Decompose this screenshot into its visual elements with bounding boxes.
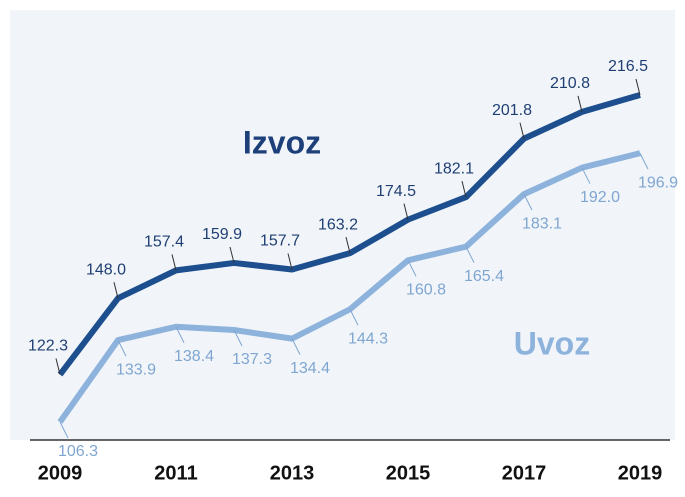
value-label: 165.4 [464, 268, 504, 285]
leader-line [117, 339, 127, 357]
leader-line [581, 167, 591, 184]
value-label: 157.4 [144, 234, 184, 251]
value-label: 192.0 [580, 189, 620, 206]
value-label: 210.8 [550, 75, 590, 92]
value-label: 159.9 [202, 226, 242, 243]
series-line [57, 92, 641, 377]
value-label: 196.9 [638, 174, 678, 191]
leader-line [175, 326, 185, 343]
value-label: 144.3 [348, 330, 388, 347]
value-label: 201.8 [492, 102, 532, 119]
x-tick-label: 2009 [38, 462, 83, 484]
value-label: 134.4 [290, 360, 330, 377]
value-label: 137.3 [232, 351, 272, 368]
leader-line [635, 78, 641, 96]
value-label: 138.4 [174, 348, 214, 365]
value-label: 157.7 [260, 233, 300, 250]
series-name: Uvoz [514, 325, 590, 361]
value-label: 148.0 [86, 261, 126, 278]
leader-line [639, 152, 649, 170]
plot-background [10, 10, 675, 440]
leader-line [349, 309, 359, 326]
x-tick-label: 2013 [270, 462, 315, 484]
value-label: 216.5 [608, 58, 648, 75]
x-tick-label: 2015 [386, 462, 431, 484]
series-name: Izvoz [243, 124, 321, 160]
value-label: 163.2 [318, 216, 358, 233]
leader-line [229, 246, 235, 264]
value-label: 106.3 [58, 443, 98, 460]
x-tick-label: 2017 [502, 462, 547, 484]
leader-line [55, 358, 61, 375]
value-label: 183.1 [522, 215, 562, 232]
leader-line [171, 254, 177, 271]
value-label: 133.9 [116, 361, 156, 378]
leader-line [519, 122, 525, 139]
x-tick-label: 2019 [618, 462, 663, 484]
leader-line [465, 246, 475, 263]
leader-line [233, 329, 243, 347]
leader-line [291, 338, 301, 355]
x-tick-label: 2011 [154, 462, 197, 484]
value-label: 122.3 [28, 338, 68, 355]
value-label: 174.5 [376, 183, 416, 200]
leader-line [59, 421, 69, 439]
value-label: 182.1 [434, 160, 474, 177]
leader-line [287, 253, 293, 270]
leader-line [523, 193, 533, 211]
value-label: 160.8 [406, 281, 446, 298]
leader-line [407, 260, 417, 277]
leader-line [113, 282, 119, 299]
series-line [57, 150, 641, 424]
leader-line [345, 237, 351, 254]
leader-line [461, 180, 467, 198]
leader-line [577, 95, 583, 113]
leader-line [403, 203, 409, 220]
